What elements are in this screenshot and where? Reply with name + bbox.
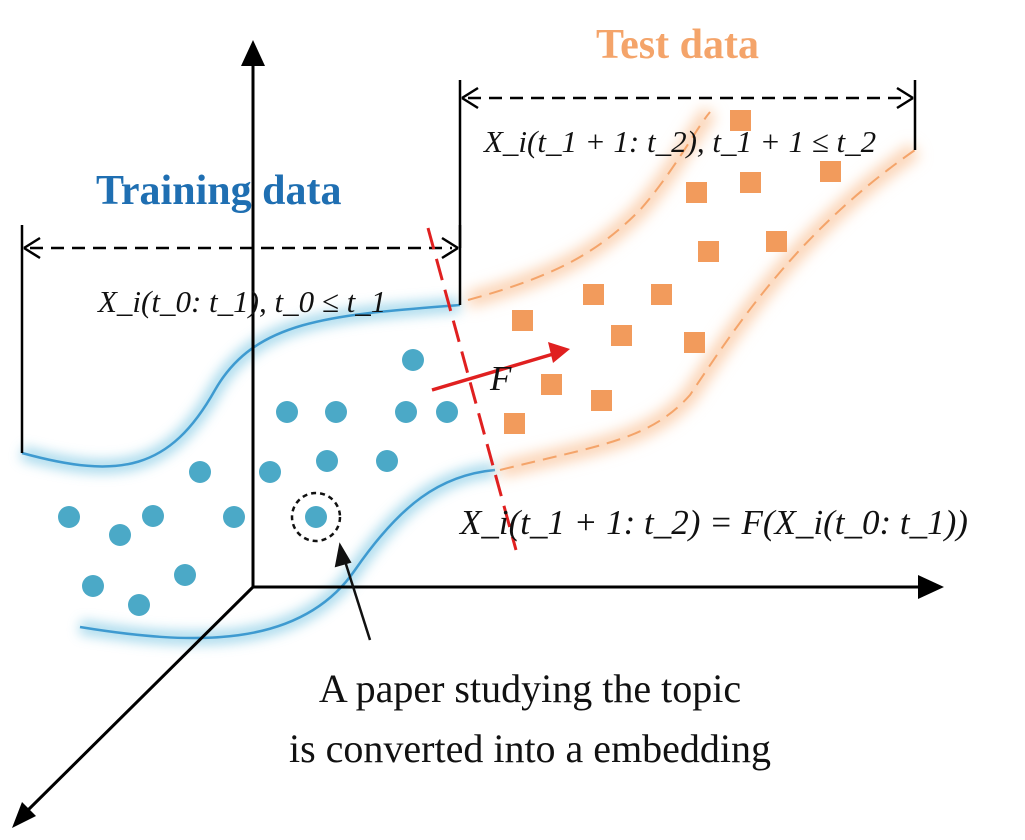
- test-point: [730, 110, 751, 131]
- training-point: [259, 461, 281, 483]
- test-point: [820, 161, 841, 182]
- test-point: [504, 413, 525, 434]
- training-point: [402, 349, 424, 371]
- test-point: [766, 231, 787, 252]
- test-point: [684, 332, 705, 353]
- test-point: [541, 374, 562, 395]
- test-point: [611, 325, 632, 346]
- training-point: [276, 401, 298, 423]
- train-test-split-line: [426, 227, 518, 551]
- test-point: [583, 284, 604, 305]
- training-range-label: X_i(t_0: t_1), t_0 ≤ t_1: [96, 284, 386, 319]
- training-point: [109, 524, 131, 546]
- training-point: [395, 401, 417, 423]
- caption-line-2: is converted into a embedding: [289, 726, 771, 771]
- caption-pointer-arrow: [334, 542, 372, 641]
- test-points: [504, 110, 841, 434]
- caption-line-1: A paper studying the topic: [319, 666, 741, 711]
- training-point: [223, 506, 245, 528]
- test-point: [591, 390, 612, 411]
- training-point: [174, 564, 196, 586]
- highlighted-training-point: [305, 506, 327, 528]
- test-point: [651, 284, 672, 305]
- training-point: [436, 401, 458, 423]
- test-range-label: X_i(t_1 + 1: t_2), t_1 + 1 ≤ t_2: [482, 124, 876, 159]
- training-range-bracket: [20, 225, 462, 453]
- test-region-boundary: [465, 106, 920, 478]
- training-point: [82, 575, 104, 597]
- prediction-equation: X_i(t_1 + 1: t_2) = F(X_i(t_0: t_1)): [458, 503, 968, 542]
- test-point: [512, 310, 533, 331]
- training-point: [325, 401, 347, 423]
- test-point: [686, 182, 707, 203]
- training-point: [376, 450, 398, 472]
- training-point: [58, 506, 80, 528]
- test-data-label: Test data: [596, 22, 759, 68]
- training-point: [189, 461, 211, 483]
- axes: [12, 40, 944, 828]
- test-range-bracket: [458, 80, 917, 248]
- training-point: [128, 594, 150, 616]
- training-points: [58, 349, 458, 616]
- training-point: [142, 505, 164, 527]
- x-axis-arrowhead: [918, 575, 944, 599]
- highlight-circle: [290, 491, 342, 543]
- function-arrow: [431, 350, 561, 392]
- training-data-label: Training data: [96, 168, 341, 214]
- test-point: [698, 241, 719, 262]
- function-arrowhead: [548, 342, 570, 363]
- training-point: [316, 450, 338, 472]
- z-axis-arrowhead: [12, 802, 36, 828]
- y-axis-arrowhead: [241, 40, 265, 66]
- training-region-boundary: [20, 298, 496, 645]
- test-point: [740, 172, 761, 193]
- z-axis: [20, 585, 255, 818]
- function-label: F: [489, 359, 512, 398]
